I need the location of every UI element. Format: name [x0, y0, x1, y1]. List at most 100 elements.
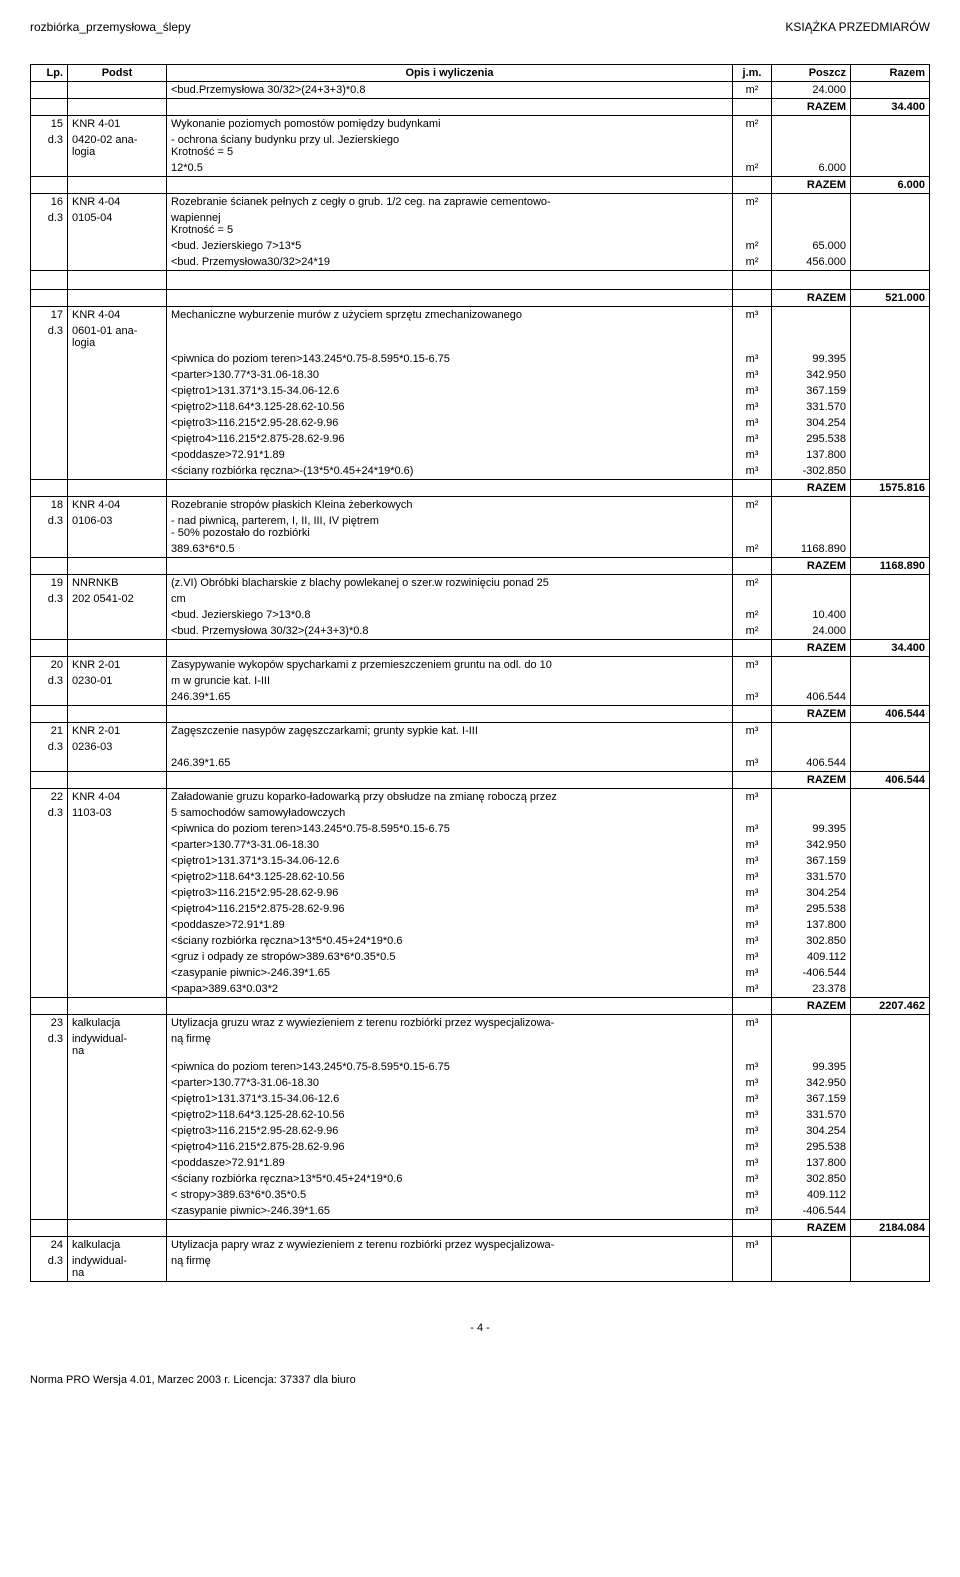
cell	[851, 497, 930, 514]
cell	[68, 1187, 167, 1203]
cell: 0420-02 ana-logia	[68, 132, 167, 160]
cell: RAZEM	[772, 290, 851, 307]
cell: d.3	[31, 591, 68, 607]
cell: 342.950	[772, 1075, 851, 1091]
cell: Rozebranie ścianek pełnych z cegły o gru…	[167, 194, 733, 211]
table-row: 23kalkulacjaUtylizacja gruzu wraz z wywi…	[31, 1015, 930, 1032]
cell	[772, 132, 851, 160]
cell	[31, 821, 68, 837]
cell: m³	[733, 901, 772, 917]
cell: m³	[733, 965, 772, 981]
cell	[851, 1237, 930, 1254]
cell	[31, 541, 68, 558]
cell: 10.400	[772, 607, 851, 623]
cell: 304.254	[772, 1123, 851, 1139]
table-row: d.30420-02 ana-logia- ochrona ściany bud…	[31, 132, 930, 160]
cell: 24	[31, 1237, 68, 1254]
table-row: <bud. Jezierskiego 7>13*0.8m²10.400	[31, 607, 930, 623]
cell: m³	[733, 917, 772, 933]
table-row: RAZEM2184.084	[31, 1220, 930, 1237]
cell: KNR 4-04	[68, 497, 167, 514]
cell: m³	[733, 1091, 772, 1107]
cell: m³	[733, 415, 772, 431]
cell: m³	[733, 1139, 772, 1155]
cell	[851, 1107, 930, 1123]
cell: m²	[733, 575, 772, 592]
cell: 0105-04	[68, 210, 167, 238]
cell	[31, 399, 68, 415]
cell: Utylizacja gruzu wraz z wywiezieniem z t…	[167, 1015, 733, 1032]
cell	[31, 965, 68, 981]
cell	[851, 965, 930, 981]
cell	[68, 541, 167, 558]
cell	[31, 99, 68, 116]
cell: 331.570	[772, 399, 851, 415]
cell	[31, 853, 68, 869]
table-row: <bud. Przemysłowa 30/32>(24+3+3)*0.8m²24…	[31, 623, 930, 640]
cell	[31, 463, 68, 480]
cell	[68, 290, 167, 307]
cell	[31, 290, 68, 307]
cell	[68, 415, 167, 431]
cell: 406.544	[851, 706, 930, 723]
cell	[851, 789, 930, 806]
cell: m³	[733, 351, 772, 367]
cell: 367.159	[772, 383, 851, 399]
cell: RAZEM	[772, 640, 851, 657]
cell	[31, 271, 68, 290]
cell	[68, 933, 167, 949]
cell: d.3	[31, 132, 68, 160]
cell: KNR 2-01	[68, 723, 167, 740]
cell: 99.395	[772, 821, 851, 837]
cell: m³	[733, 1123, 772, 1139]
cell: m²	[733, 116, 772, 133]
table-row: 22KNR 4-04Załadowanie gruzu koparko-łado…	[31, 789, 930, 806]
cell: -406.544	[772, 1203, 851, 1220]
cell	[772, 1015, 851, 1032]
table-row: RAZEM1168.890	[31, 558, 930, 575]
cell	[68, 177, 167, 194]
cell	[31, 238, 68, 254]
cell: m³	[733, 789, 772, 806]
table-row: <zasypanie piwnic>-246.39*1.65m³-406.544	[31, 1203, 930, 1220]
cell	[851, 949, 930, 965]
cell: d.3	[31, 805, 68, 821]
cell	[851, 723, 930, 740]
cell	[851, 351, 930, 367]
cell: KNR 4-04	[68, 307, 167, 324]
cell	[31, 1220, 68, 1237]
cell: m³	[733, 933, 772, 949]
cell: KNR 4-04	[68, 789, 167, 806]
cell	[167, 772, 733, 789]
cell	[851, 1155, 930, 1171]
cell: RAZEM	[772, 558, 851, 575]
cell	[851, 1015, 930, 1032]
cell	[851, 689, 930, 706]
cell	[851, 323, 930, 351]
cell: m²	[733, 238, 772, 254]
cell: m³	[733, 949, 772, 965]
cell: <ściany rozbiórka ręczna>13*5*0.45+24*19…	[167, 933, 733, 949]
cell	[31, 177, 68, 194]
cell: 202 0541-02	[68, 591, 167, 607]
cell: <piętro1>131.371*3.15-34.06-12.6	[167, 853, 733, 869]
cell: cm	[167, 591, 733, 607]
cell: 99.395	[772, 351, 851, 367]
cell: 389.63*6*0.5	[167, 541, 733, 558]
cell	[31, 623, 68, 640]
cell: 342.950	[772, 837, 851, 853]
cell	[772, 323, 851, 351]
cell	[851, 837, 930, 853]
cell: wapiennejKrotność = 5	[167, 210, 733, 238]
cell: RAZEM	[772, 706, 851, 723]
cell	[851, 917, 930, 933]
cell: 16	[31, 194, 68, 211]
cell	[68, 480, 167, 497]
cell: m²	[733, 623, 772, 640]
cell: indywidual-na	[68, 1253, 167, 1282]
cell	[851, 271, 930, 290]
col-jm: j.m.	[733, 65, 772, 82]
cell: 409.112	[772, 1187, 851, 1203]
cell: NNRNKB	[68, 575, 167, 592]
cell: RAZEM	[772, 998, 851, 1015]
